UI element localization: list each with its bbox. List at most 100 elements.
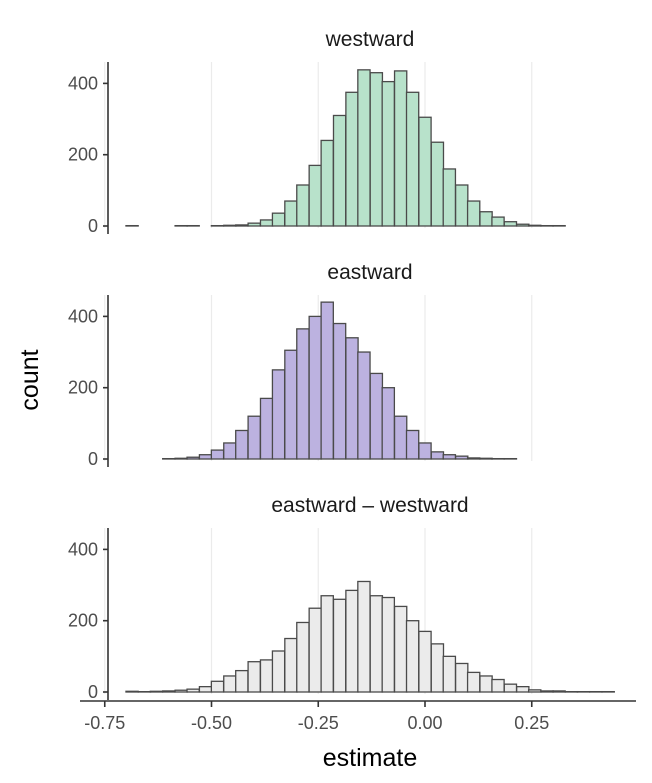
histogram-bar <box>247 222 261 227</box>
histogram-bar <box>223 224 237 227</box>
histogram-bar <box>527 689 542 693</box>
histogram-bar <box>369 372 384 460</box>
histogram-bar <box>491 678 505 693</box>
histogram-bar <box>418 442 432 460</box>
histogram-bar <box>442 454 457 460</box>
y-tick-label: 200 <box>68 611 98 631</box>
histogram-bar <box>357 351 371 460</box>
histogram-bar <box>284 637 298 693</box>
histogram-bar <box>491 216 505 227</box>
y-tick-label: 200 <box>68 145 98 165</box>
panel-title: westward <box>325 28 415 51</box>
y-tick-label: 0 <box>88 216 98 236</box>
histogram-bar <box>210 449 225 460</box>
panel-2: eastward 0 200 400 <box>68 261 533 469</box>
histogram-bar <box>259 397 274 460</box>
histogram-bar <box>430 141 445 227</box>
y-tick-label: 0 <box>88 449 98 469</box>
histogram-bar <box>174 457 188 460</box>
panel-title: eastward – westward <box>271 494 468 517</box>
histogram-bar <box>479 457 493 460</box>
histogram-bar <box>247 415 261 460</box>
histogram-bar <box>430 451 445 460</box>
histogram-bar <box>284 200 298 227</box>
x-tick-label: -0.50 <box>191 713 232 733</box>
histogram-bar <box>466 200 481 227</box>
histogram-bar <box>259 219 274 227</box>
histogram-bar <box>162 690 176 693</box>
histogram-bar <box>381 387 396 460</box>
histogram-bar <box>393 415 408 460</box>
histogram-bar <box>320 139 334 227</box>
histogram-bar <box>174 689 188 693</box>
y-tick-label: 0 <box>88 682 98 702</box>
histogram-bar <box>186 688 200 693</box>
histogram-bar <box>271 369 286 460</box>
x-axis: -0.75 -0.50 -0.25 0.00 0.25 <box>80 700 636 733</box>
histogram-bar <box>223 675 237 693</box>
panel-1: westward 0 200 400 <box>68 28 566 236</box>
histogram-bar <box>503 683 518 693</box>
histogram-bar <box>235 669 249 693</box>
y-tick-label: 400 <box>68 539 98 559</box>
histogram-bar <box>479 211 493 227</box>
histogram-bar <box>296 184 310 227</box>
histogram-bar <box>430 643 445 693</box>
histogram-bar <box>198 686 213 693</box>
histogram-bar <box>235 429 249 460</box>
x-tick-label: -0.75 <box>84 713 125 733</box>
histogram-bar <box>393 605 408 693</box>
histogram-bar <box>357 69 371 227</box>
histogram-bar <box>516 686 530 693</box>
histogram-bar <box>149 690 164 693</box>
histogram-bar <box>223 442 237 460</box>
histogram-bar <box>442 168 457 227</box>
x-tick-label: 0.25 <box>514 713 549 733</box>
histogram-bar <box>284 349 298 460</box>
histogram-bar <box>332 322 347 460</box>
histogram-bar <box>454 455 469 460</box>
panel-3: eastward – westward 0 200 400 <box>68 494 615 702</box>
panel-title: eastward <box>327 261 412 284</box>
histogram-bar <box>479 675 493 693</box>
histogram-bar <box>466 671 481 693</box>
histogram-bar <box>296 328 310 460</box>
histogram-bar <box>466 457 481 460</box>
histogram-bar <box>454 184 469 227</box>
y-axis-title: count <box>16 349 44 410</box>
histogram-bar <box>418 116 432 227</box>
histogram-bar <box>516 223 530 227</box>
histogram-bar <box>454 662 469 693</box>
histogram-bar <box>235 224 249 227</box>
histogram-bar <box>381 596 396 693</box>
histogram-bar <box>332 114 347 227</box>
y-tick-label: 400 <box>68 73 98 93</box>
histogram-bar <box>308 164 323 227</box>
histogram-bar <box>405 620 420 693</box>
histogram-bar <box>405 429 420 460</box>
histogram-bar <box>332 598 347 693</box>
histogram-bar <box>198 454 213 460</box>
x-tick-label: -0.25 <box>298 713 339 733</box>
histogram-bar <box>308 607 323 693</box>
histogram-bar <box>259 659 274 693</box>
histogram-bar <box>527 224 542 227</box>
histogram-bar <box>345 337 359 460</box>
histogram-bar <box>369 72 384 227</box>
histogram-bar <box>271 650 286 693</box>
histogram-bar <box>381 80 396 227</box>
histogram-bar <box>405 91 420 227</box>
histogram-bar <box>345 589 359 693</box>
histogram-bar <box>357 580 371 693</box>
histogram-bar <box>552 690 566 693</box>
histogram-bar <box>345 91 359 227</box>
y-tick-label: 400 <box>68 306 98 326</box>
histogram-bar <box>503 221 518 227</box>
histogram-bar <box>320 301 334 460</box>
x-tick-label: 0.00 <box>407 713 442 733</box>
histogram-bar <box>320 595 334 693</box>
histogram-bar <box>210 680 225 693</box>
histogram-bar <box>540 690 554 693</box>
